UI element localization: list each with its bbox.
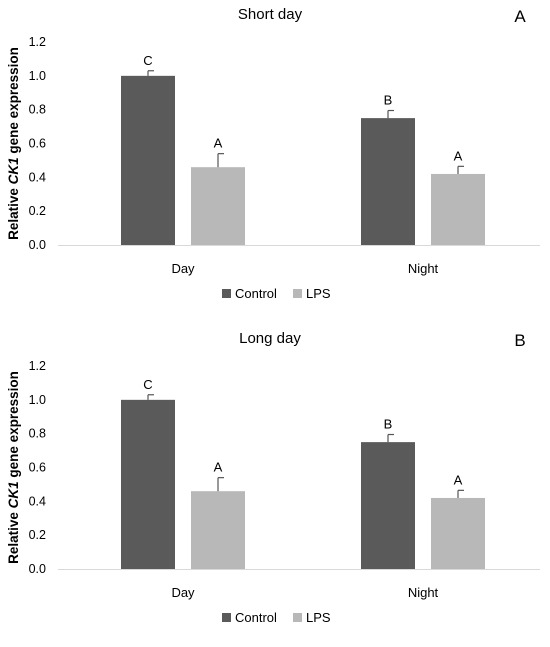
- chart-title: Short day: [238, 6, 303, 23]
- bar-control-day: [121, 75, 175, 245]
- legend-label-control: Control: [235, 610, 277, 625]
- y-axis-label-part: Relative: [6, 184, 21, 240]
- chart-title: Long day: [239, 330, 301, 347]
- y-tick-label: 1.0: [29, 393, 46, 407]
- y-tick-label: 0.6: [29, 137, 46, 151]
- significance-letter: A: [454, 148, 463, 163]
- y-axis-label-part: Relative: [6, 508, 21, 564]
- bar-control-day: [121, 399, 175, 569]
- bar-lps-night: [431, 173, 485, 245]
- y-tick-label: 0.4: [29, 170, 46, 184]
- y-tick-label: 0.4: [29, 494, 46, 508]
- panel-label: A: [514, 7, 526, 26]
- x-category-label: Night: [408, 261, 439, 276]
- bar-lps-night: [431, 497, 485, 569]
- legend-label-lps: LPS: [306, 286, 331, 301]
- significance-letter: C: [143, 377, 152, 392]
- legend-swatch-lps: [293, 289, 302, 298]
- y-tick-label: 0.6: [29, 461, 46, 475]
- significance-letter: A: [454, 472, 463, 487]
- legend-label-lps: LPS: [306, 610, 331, 625]
- y-axis-label: Relative CK1 gene expression: [6, 371, 21, 564]
- y-tick-label: 1.2: [29, 359, 46, 373]
- y-tick-label: 0.0: [29, 238, 46, 252]
- bar-control-night: [361, 442, 415, 569]
- y-tick-label: 1.0: [29, 69, 46, 83]
- y-axis-label-part: CK1: [6, 157, 21, 184]
- bar-control-night: [361, 118, 415, 245]
- y-axis-label-part: gene expression: [6, 47, 21, 157]
- chart-panel-a: Short day A 0.0 0.2 0.4 0.6 0.8 1.0 1.2 Relative …: [0, 0, 550, 323]
- x-category-label: Night: [408, 585, 439, 600]
- y-tick-label: 0.0: [29, 562, 46, 576]
- significance-letter: B: [384, 417, 393, 432]
- chart-panel-b: Long day B 0.0 0.2 0.4 0.6 0.8 1.0 1.2 Relative C…: [0, 324, 550, 647]
- bar-chart-short-day: Short day A 0.0 0.2 0.4 0.6 0.8 1.0 1.2 Relative …: [6, 6, 540, 301]
- panel-label: B: [514, 331, 525, 350]
- y-tick-label: 0.2: [29, 528, 46, 542]
- legend-label-control: Control: [235, 286, 277, 301]
- significance-letter: C: [143, 53, 152, 68]
- y-tick-label: 1.2: [29, 35, 46, 49]
- significance-letter: A: [214, 460, 223, 475]
- significance-letter: A: [214, 136, 223, 151]
- y-tick-label: 0.8: [29, 103, 46, 117]
- bar-lps-day: [191, 491, 245, 569]
- legend-swatch-control: [222, 289, 231, 298]
- y-axis-label: Relative CK1 gene expression: [6, 47, 21, 240]
- significance-letter: B: [384, 93, 393, 108]
- y-tick-label: 0.2: [29, 204, 46, 218]
- y-tick-label: 0.8: [29, 427, 46, 441]
- x-category-label: Day: [171, 585, 195, 600]
- x-category-label: Day: [171, 261, 195, 276]
- y-axis-label-part: CK1: [6, 481, 21, 508]
- legend-swatch-control: [222, 613, 231, 622]
- bar-chart-long-day: Long day B 0.0 0.2 0.4 0.6 0.8 1.0 1.2 Relative C…: [6, 330, 540, 625]
- y-axis-label-part: gene expression: [6, 371, 21, 481]
- bar-lps-day: [191, 167, 245, 245]
- legend-swatch-lps: [293, 613, 302, 622]
